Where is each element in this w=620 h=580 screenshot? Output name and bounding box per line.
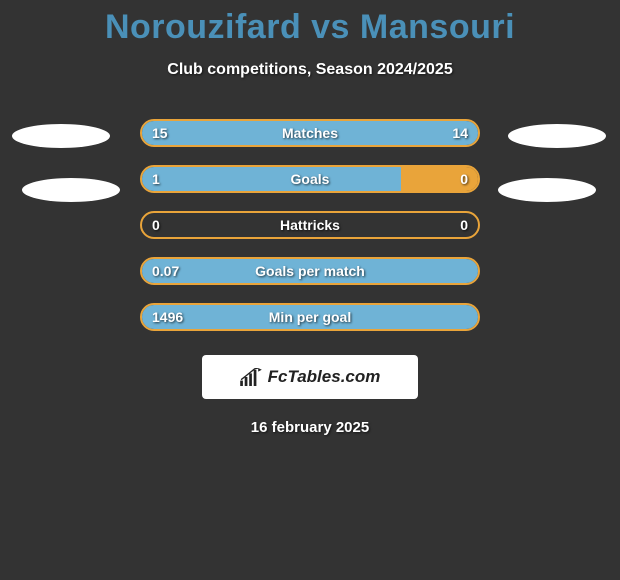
decorative-oval — [12, 124, 110, 148]
stat-label: Goals per match — [255, 263, 365, 279]
stat-value-left: 15 — [152, 125, 168, 141]
decorative-oval — [22, 178, 120, 202]
stat-value-left: 0 — [152, 217, 160, 233]
stat-value-left: 0.07 — [152, 263, 179, 279]
stat-value-left: 1 — [152, 171, 160, 187]
stat-value-right: 0 — [460, 217, 468, 233]
decorative-oval — [508, 124, 606, 148]
stat-label: Min per goal — [269, 309, 351, 325]
subtitle: Club competitions, Season 2024/2025 — [0, 61, 620, 79]
stat-row: 1 0 Goals — [140, 165, 480, 193]
bar-left — [142, 167, 401, 191]
signal-icon — [240, 368, 262, 386]
stat-value-right: 0 — [460, 171, 468, 187]
stats-container: 15 14 Matches 1 0 Goals 0 0 Hattricks 0.07 Goals p… — [0, 119, 620, 331]
stat-row: 0.07 Goals per match — [140, 257, 480, 285]
stat-label: Hattricks — [280, 217, 340, 233]
logo-box: FcTables.com — [202, 355, 418, 399]
stat-label: Goals — [291, 171, 330, 187]
stat-label: Matches — [282, 125, 338, 141]
stat-value-left: 1496 — [152, 309, 183, 325]
decorative-oval — [498, 178, 596, 202]
page-title: Norouzifard vs Mansouri — [0, 0, 620, 47]
stat-row: 15 14 Matches — [140, 119, 480, 147]
stat-row: 0 0 Hattricks — [140, 211, 480, 239]
stat-value-right: 14 — [452, 125, 468, 141]
logo-text: FcTables.com — [268, 367, 381, 387]
date-text: 16 february 2025 — [0, 419, 620, 436]
stat-row: 1496 Min per goal — [140, 303, 480, 331]
